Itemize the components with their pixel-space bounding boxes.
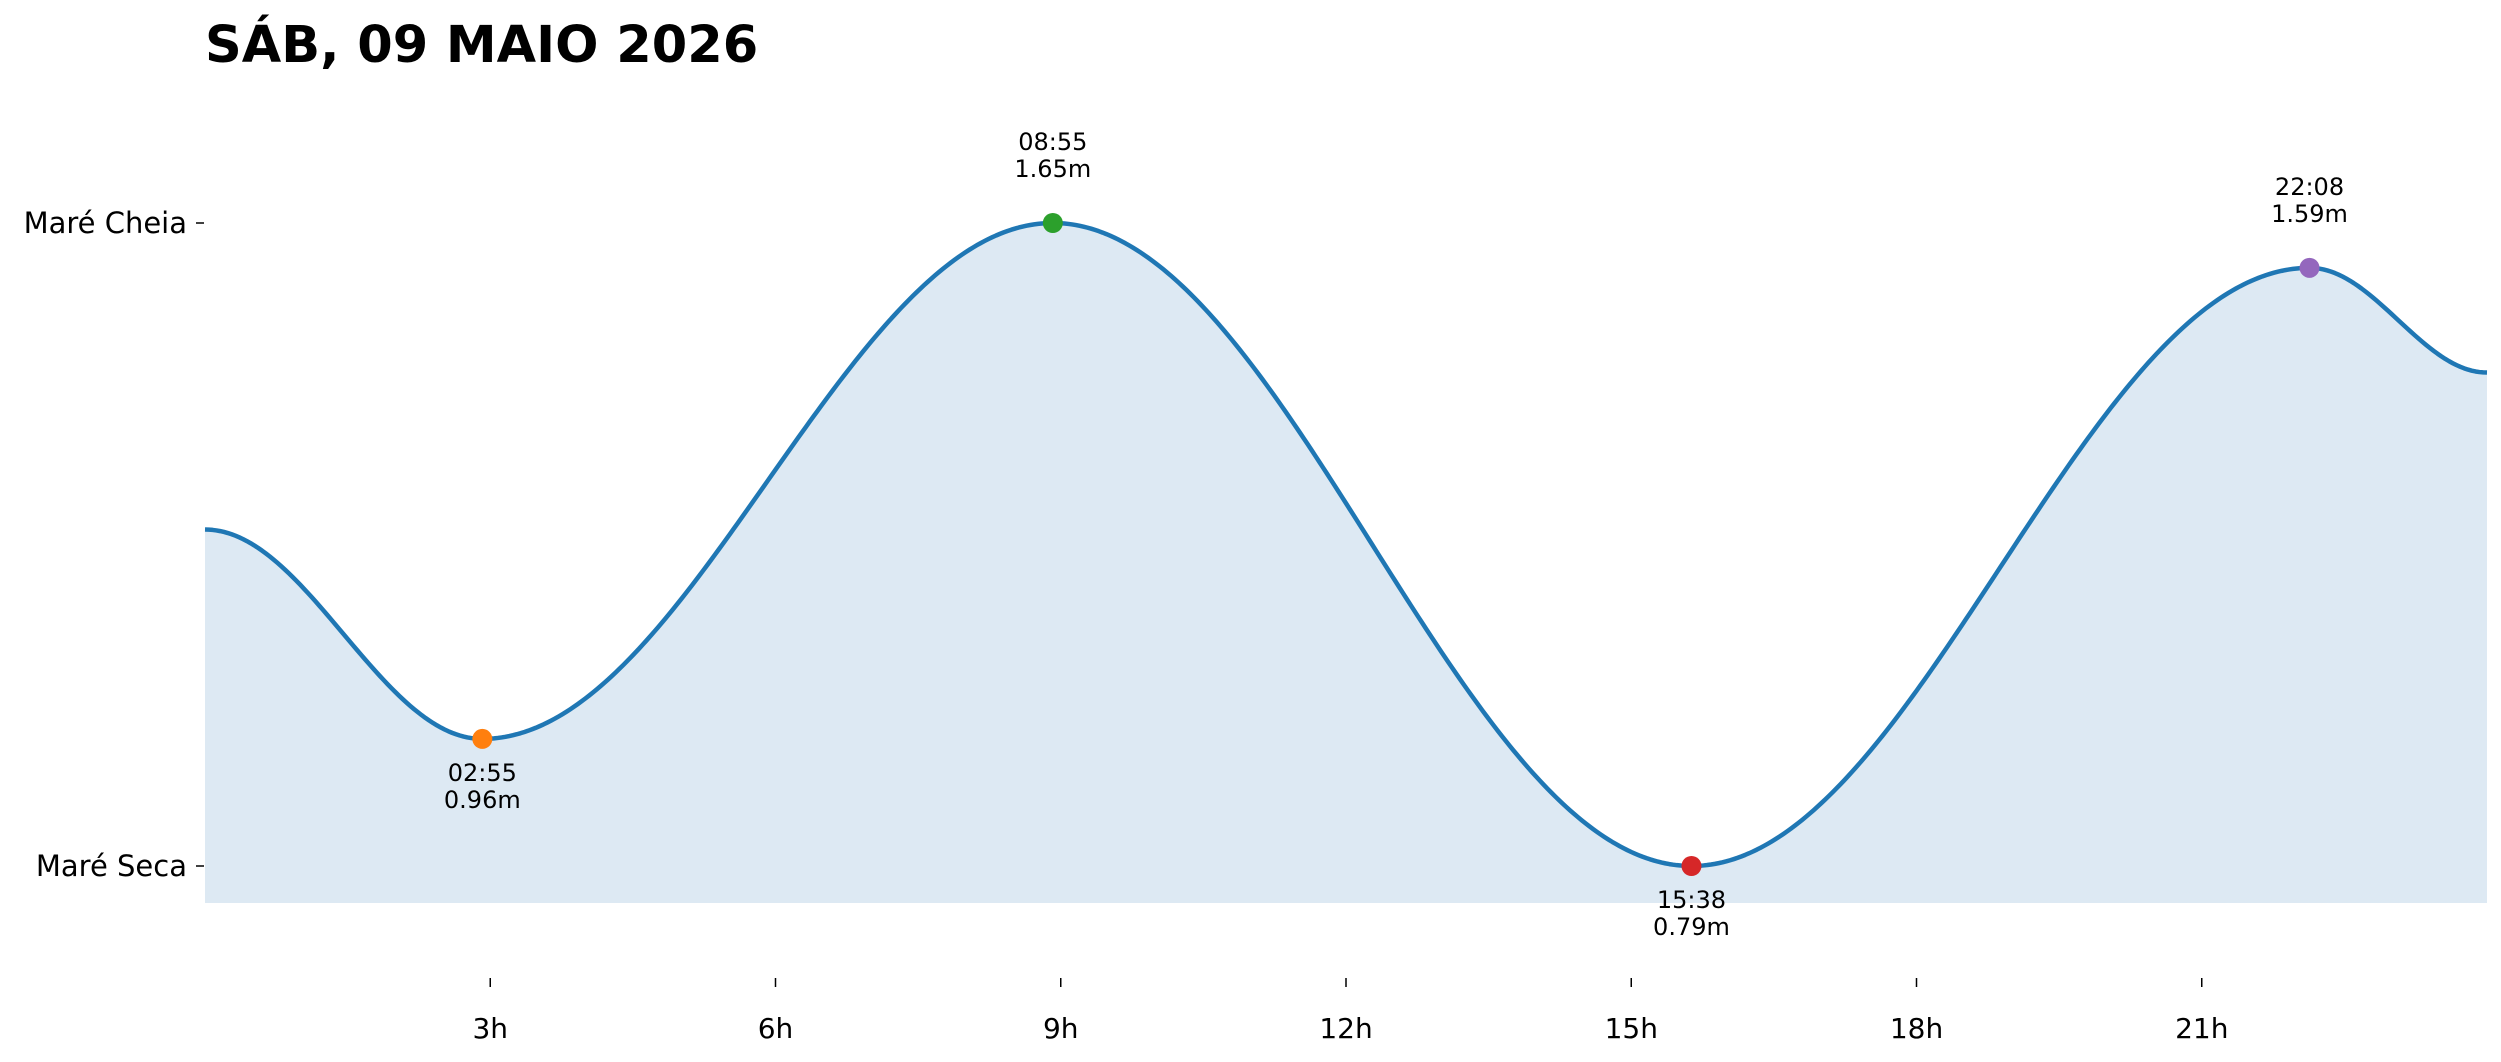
tide-area-fill [205,223,2487,903]
tide-extreme-marker-low [472,728,493,749]
x-tick-label: 12h [1319,1012,1372,1045]
extreme-time-label: 08:55 [1018,128,1087,156]
extreme-time-label: 22:08 [2275,173,2344,201]
x-tick-label: 9h [1043,1012,1079,1045]
tide-extreme-marker-low [1681,856,1702,876]
x-tick-label: 21h [2175,1012,2228,1045]
x-tick-label: 18h [1890,1012,1943,1045]
extreme-height-label: 0.79m [1653,913,1730,941]
extreme-height-label: 0.96m [444,786,521,814]
extreme-height-label: 1.65m [1014,155,1091,183]
chart-title: SÁB, 09 MAIO 2026 [205,14,758,75]
x-tick-label: 3h [472,1012,508,1045]
x-tick-label: 15h [1605,1012,1658,1045]
tide-extreme-marker-high [1042,213,1063,233]
extreme-height-label: 1.59m [2271,200,2348,228]
x-tick-label: 6h [758,1012,794,1045]
extreme-time-label: 02:55 [448,759,517,787]
y-tick-label: Maré Cheia [24,206,187,240]
plot-area: Maré Cheia Maré Seca 3h 6h 9h 12h 15h 18h 21h 02:… [24,128,2488,1045]
tide-extreme-marker-high [2299,257,2320,278]
extreme-time-label: 15:38 [1657,886,1726,914]
y-tick-label: Maré Seca [36,849,187,883]
tide-line [204,220,2488,869]
